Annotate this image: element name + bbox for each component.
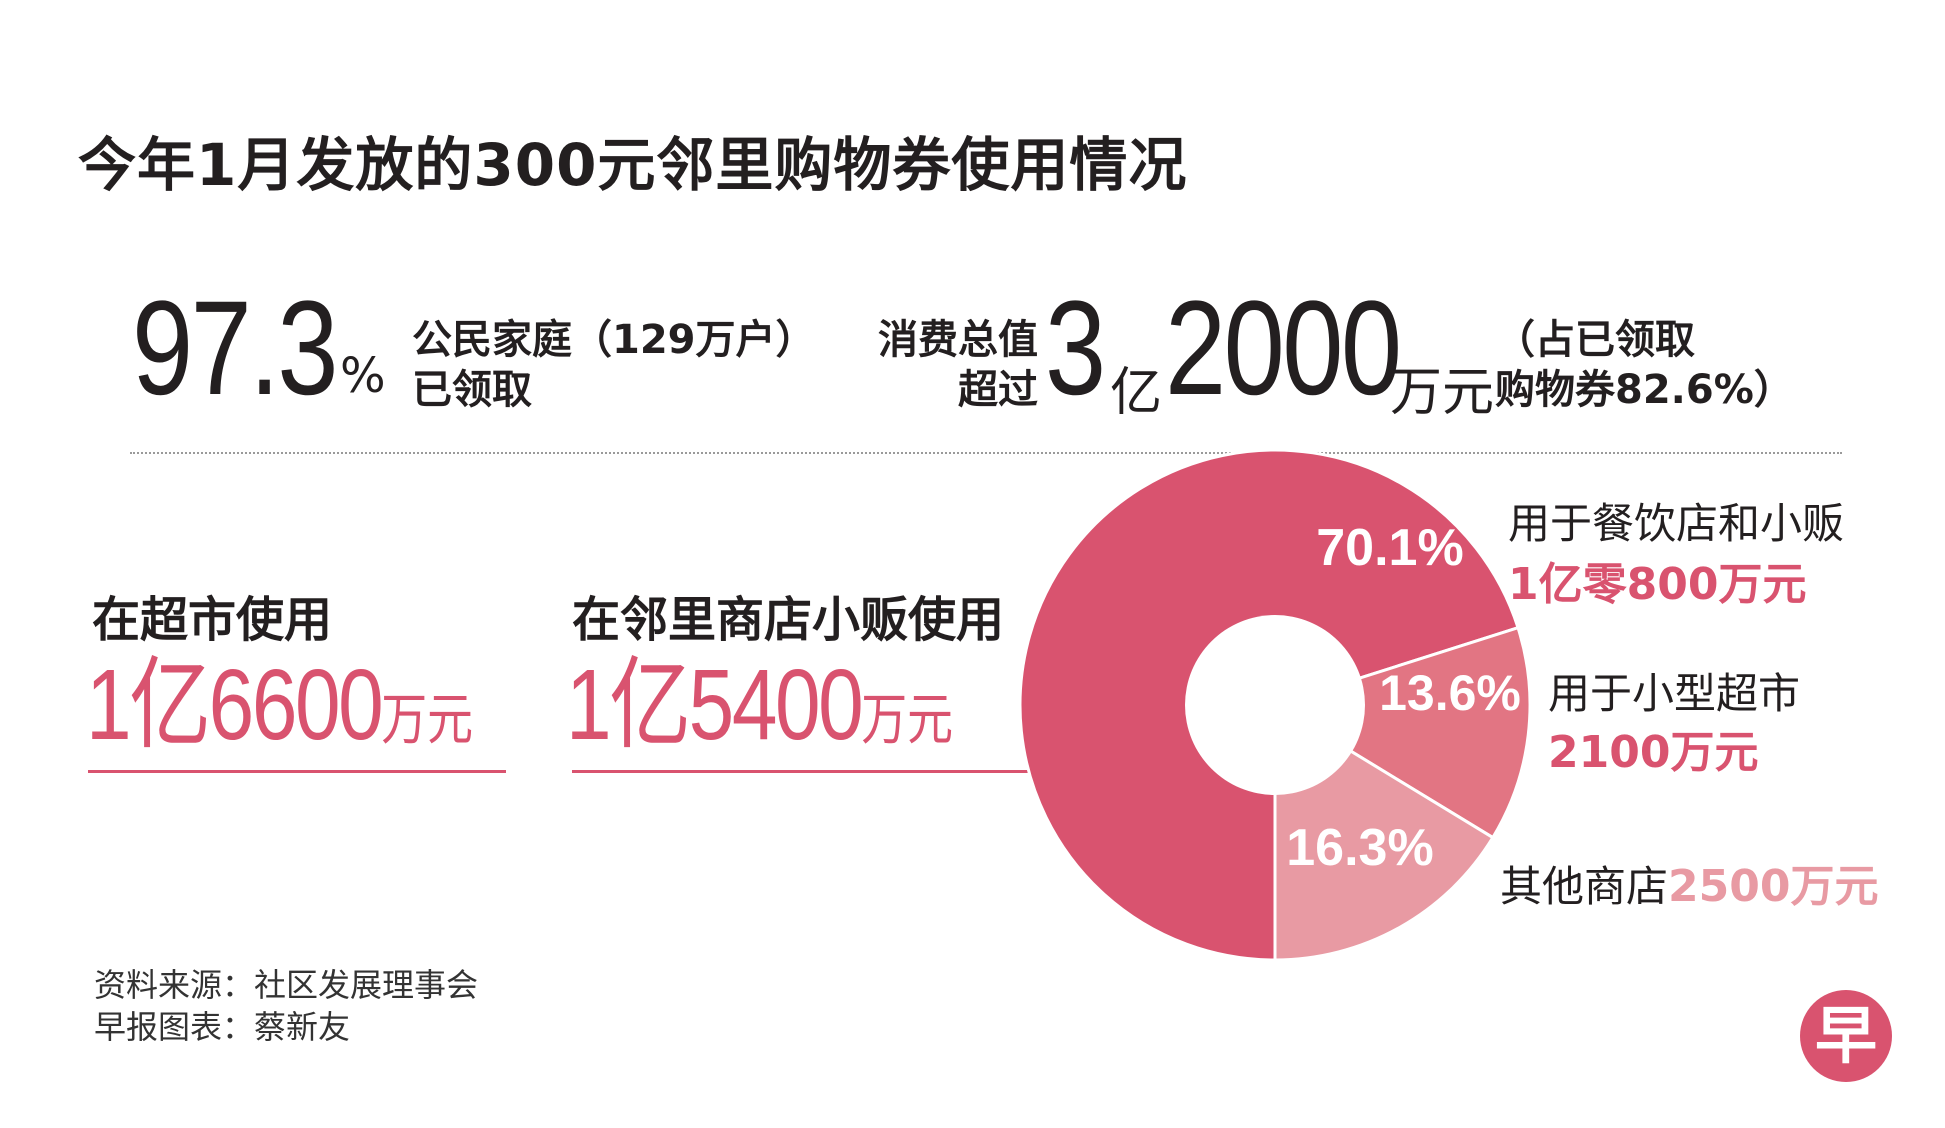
neighbourhood-usage-amount: 1亿5400 (566, 649, 864, 761)
neighbourhood-underline (572, 770, 1032, 773)
other-shops-label: 其他商店 (1500, 862, 1669, 911)
donut-label-minimart: 13.6% (1379, 665, 1521, 721)
other-shops-row: 其他商店2500万元 (1500, 850, 1878, 914)
total-value-label-line1: 消费总值 (878, 317, 1038, 363)
household-percent: 97.3 (132, 274, 338, 423)
supermarket-usage-title: 在超市使用 (92, 592, 333, 648)
total-value-number: 2000 (1165, 274, 1402, 423)
household-label: 公民家庭（129万户） 已领取 (412, 315, 816, 415)
donut-label-other-shops: 16.3% (1286, 819, 1433, 877)
total-value-note-line1: （占已领取 (1495, 317, 1695, 363)
graphic-credit: 早报图表：蔡新友 (94, 1008, 351, 1046)
total-value-unit: 万元 (1390, 363, 1495, 423)
donut-label-food-hawker: 70.1% (1316, 519, 1463, 577)
other-shops-value: 2500万元 (1668, 861, 1879, 912)
neighbourhood-usage-unit: 万元 (861, 688, 954, 751)
household-percent-sign: % (340, 348, 386, 404)
household-label-line2: 已领取 (412, 367, 532, 413)
minimart-label: 用于小型超市 (1548, 669, 1801, 718)
supermarket-underline (88, 770, 506, 773)
source-credit: 资料来源：社区发展理事会 (94, 966, 479, 1004)
total-value-label: 消费总值 超过 (878, 315, 1038, 415)
donut-labels: 70.1% 13.6% 16.3% (1286, 519, 1521, 877)
dotted-divider (130, 452, 1842, 454)
supermarket-usage-amount: 1亿6600 (86, 649, 384, 761)
neighbourhood-usage-title: 在邻里商店小贩使用 (572, 592, 1005, 648)
total-value-yi: 亿 (1110, 363, 1163, 423)
total-value-note-line2: 购物券82.6%） (1495, 367, 1794, 413)
zaobao-logo: 早 (1800, 990, 1892, 1082)
neighbourhood-usage-value: 1亿5400万元 (566, 655, 953, 770)
household-label-line1: 公民家庭（129万户） (412, 317, 816, 363)
food-hawker-value: 1亿零800万元 (1508, 559, 1807, 610)
total-value-label-line2: 超过 (958, 367, 1038, 413)
supermarket-usage-value: 1亿6600万元 (86, 655, 473, 770)
page-title: 今年1月发放的300元邻里购物券使用情况 (78, 131, 1188, 199)
donut-slice-minimart (1271, 625, 1532, 840)
supermarket-usage-unit: 万元 (381, 688, 474, 751)
minimart-value: 2100万元 (1548, 727, 1759, 778)
total-value-digit: 3 (1045, 274, 1106, 423)
total-value-note: （占已领取 购物券82.6%） (1495, 315, 1794, 415)
food-hawker-label: 用于餐饮店和小贩 (1508, 499, 1845, 548)
donut-hole (1185, 615, 1365, 795)
